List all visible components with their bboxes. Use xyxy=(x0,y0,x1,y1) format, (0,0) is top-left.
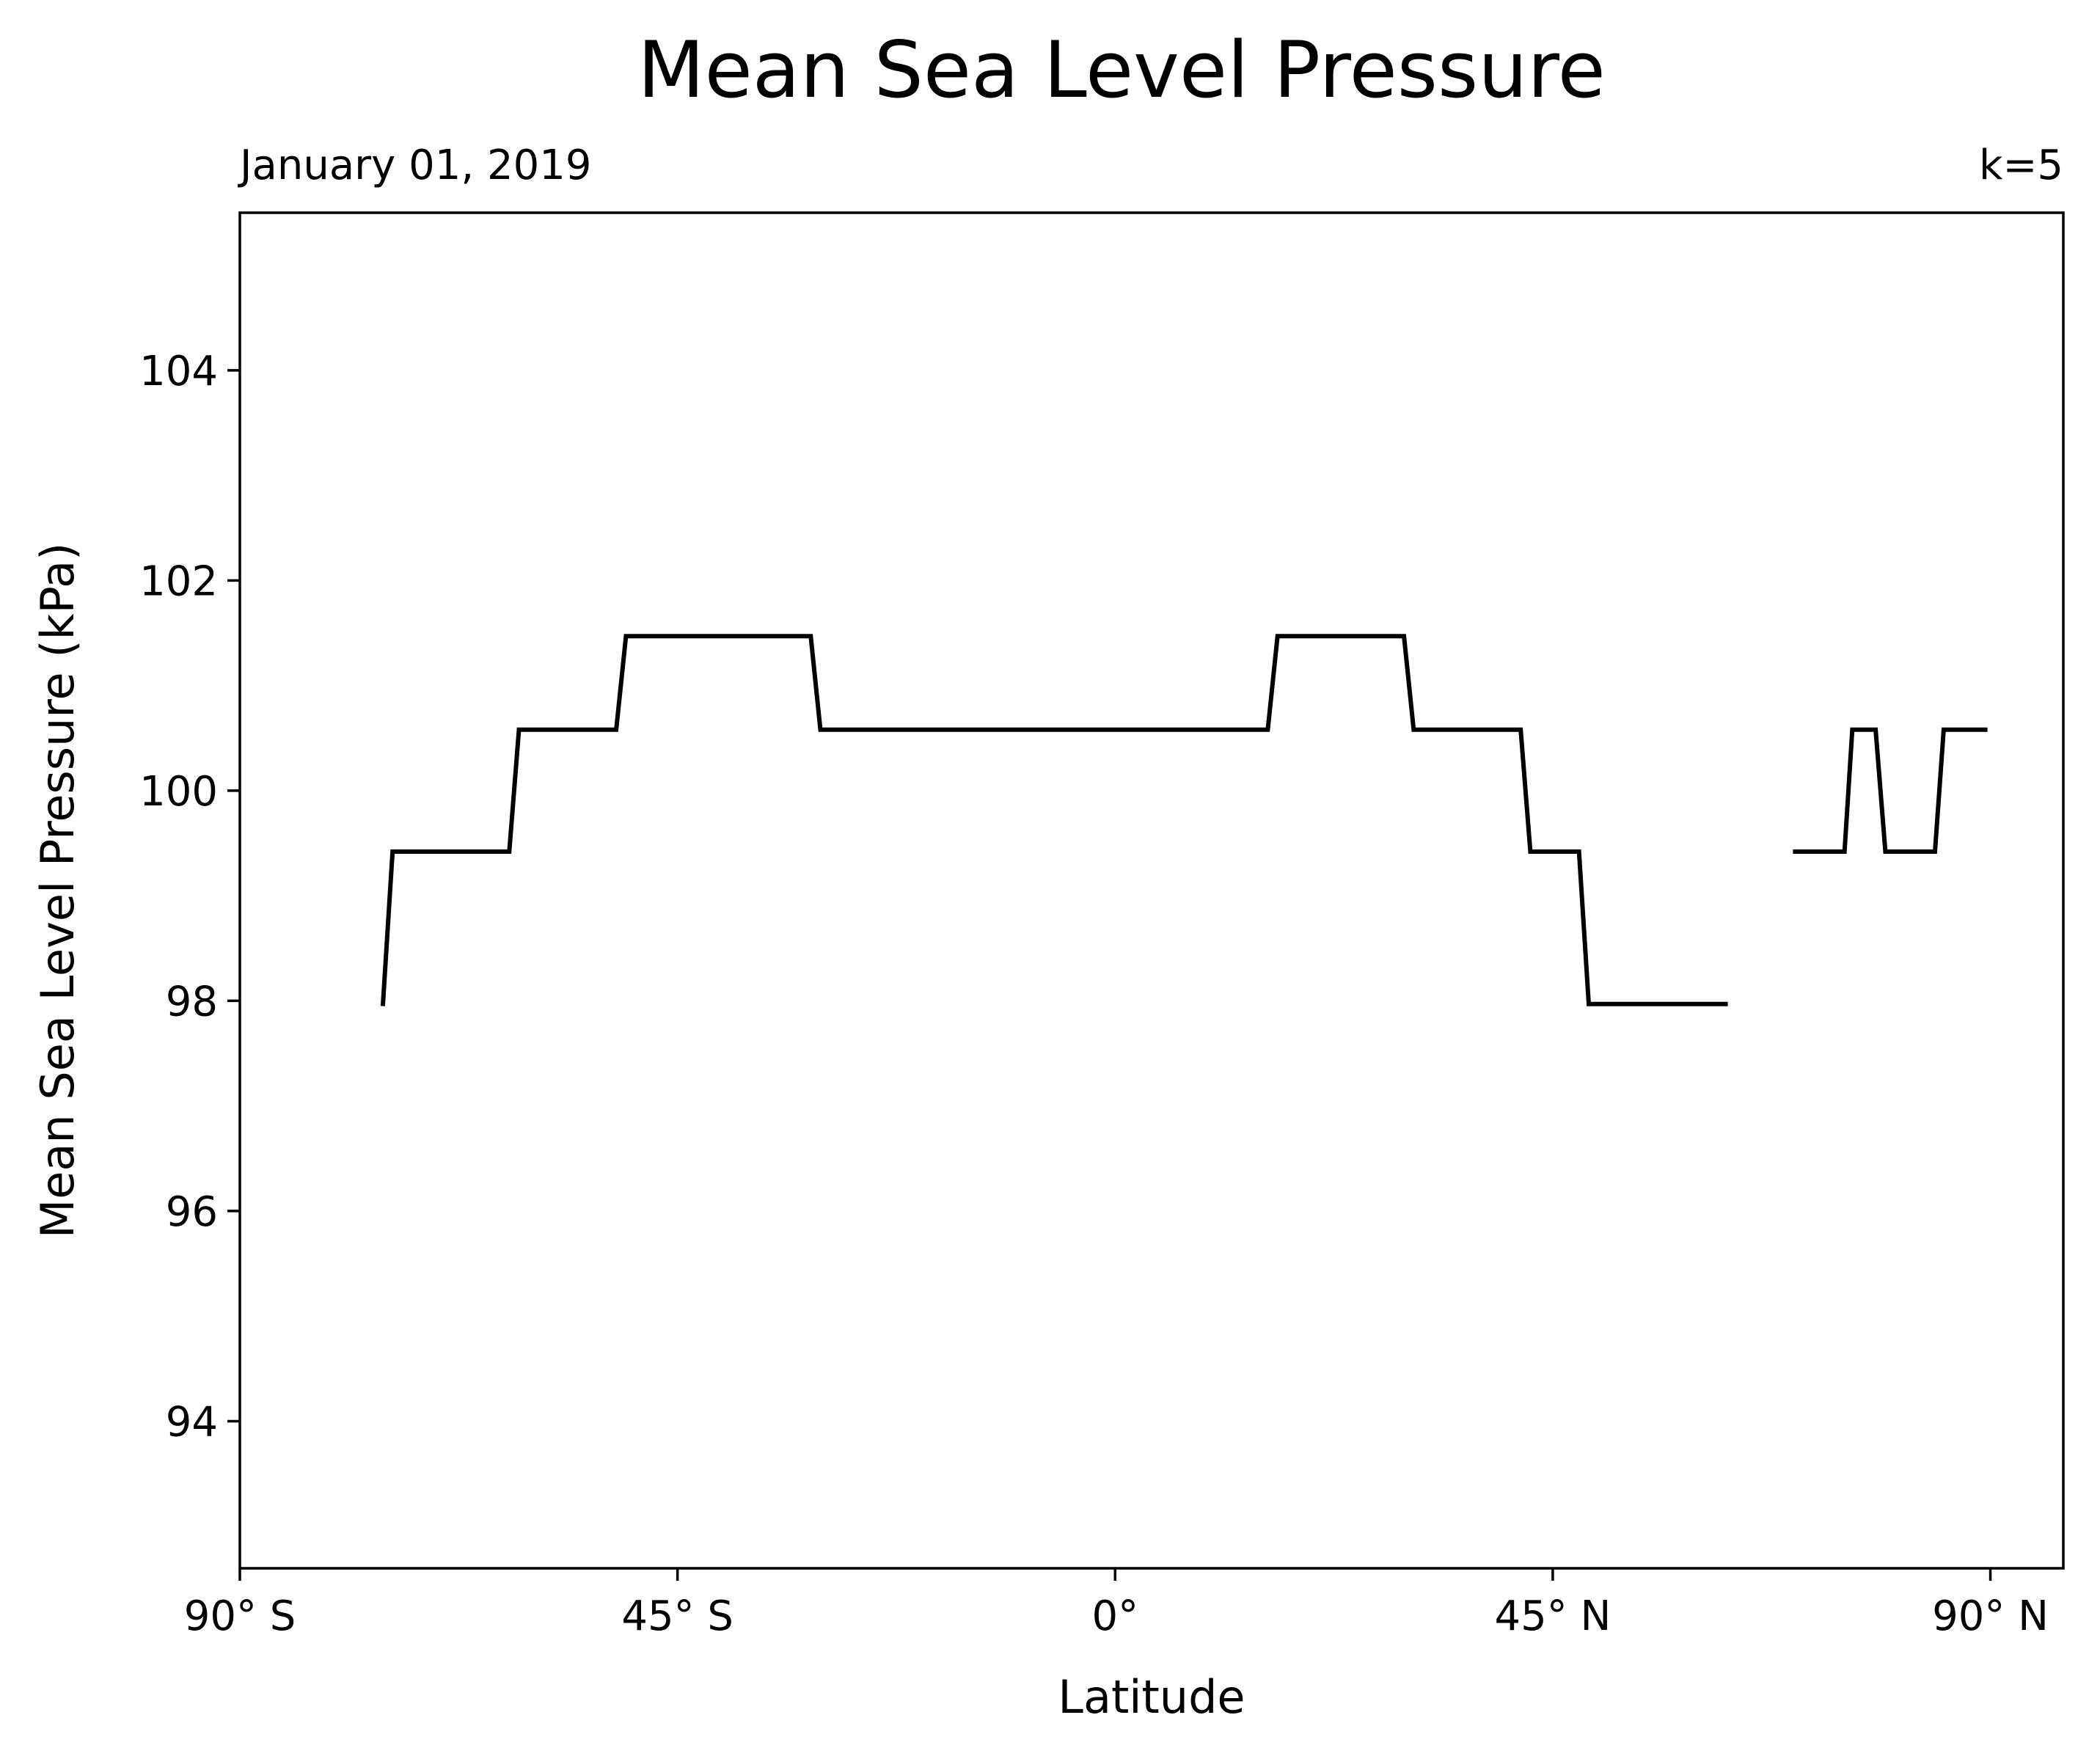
series-layer xyxy=(380,634,1988,1006)
x-tick-label: 45° S xyxy=(621,1592,733,1640)
y-tick-label: 102 xyxy=(139,557,218,605)
chart-title: Mean Sea Level Pressure xyxy=(637,25,1606,115)
y-axis-label: Mean Sea Level Pressure (kPa) xyxy=(31,543,84,1239)
y-tick-label: 98 xyxy=(166,978,218,1025)
y-tick-label: 104 xyxy=(139,348,218,395)
x-tick-label: 45° N xyxy=(1494,1592,1611,1640)
pressure-line-segment-1 xyxy=(380,634,1728,1006)
x-tick-label: 90° N xyxy=(1932,1592,2049,1640)
x-axis-ticks: 90° S 45° S 0° 45° N 90° N xyxy=(184,1568,2049,1640)
y-tick-label: 100 xyxy=(139,768,218,816)
pressure-line-segment-2 xyxy=(1793,727,1988,854)
date-subtitle: January 01, 2019 xyxy=(238,142,591,189)
x-tick-label: 0° xyxy=(1091,1592,1138,1640)
x-axis-label: Latitude xyxy=(1058,1670,1245,1724)
x-tick-label: 90° S xyxy=(184,1592,296,1640)
y-tick-label: 94 xyxy=(166,1398,218,1446)
y-tick-label: 96 xyxy=(166,1188,218,1236)
plot-frame xyxy=(238,211,2065,1570)
k-subtitle: k=5 xyxy=(1979,142,2063,189)
y-axis-ticks: 94 96 98 100 102 104 xyxy=(139,348,240,1446)
